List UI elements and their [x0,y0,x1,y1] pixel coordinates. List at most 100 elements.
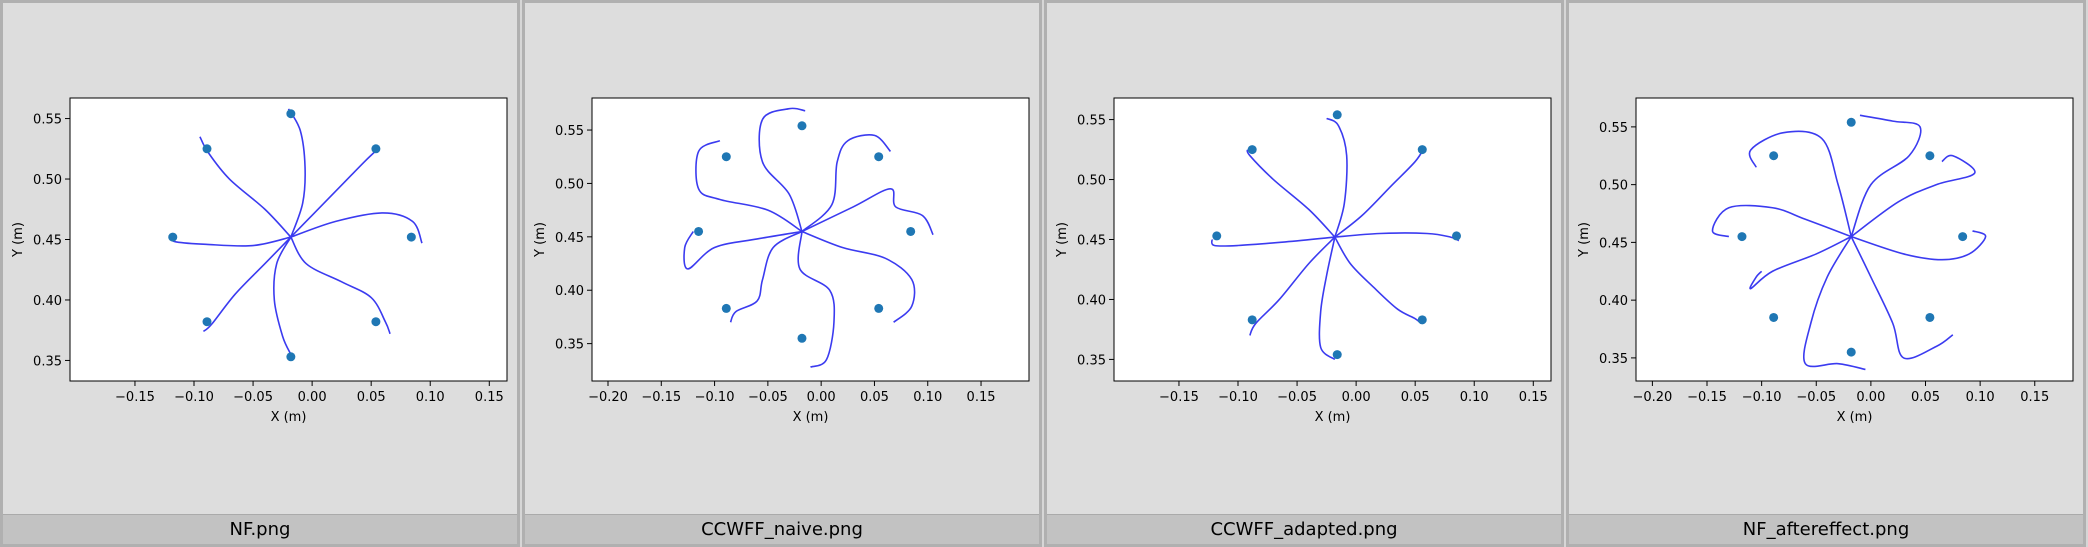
x-tick-label: 0.10 [416,390,445,405]
image-viewer[interactable]: −0.15 −0.10 −0.05 0.00 0.05 0.10 0.15 0.35 0.40 0… [3,3,517,518]
trajectory-line [1748,130,1852,237]
image-caption: CCWFF_adapted.png [1047,514,1561,544]
target-point [1737,232,1747,242]
target-point [202,144,212,154]
trajectory-line [1246,149,1336,238]
target-point [1925,312,1935,322]
image-panel-nf[interactable]: −0.15 −0.10 −0.05 0.00 0.05 0.10 0.15 0.35 0.40 0… [0,0,520,547]
target-point [371,144,381,154]
x-tick-label: 0.00 [1342,390,1371,405]
x-axis-label: X (m) [1315,410,1351,425]
image-panel-nf-aftereffect[interactable]: −0.20 −0.15 −0.10 −0.05 0.00 0.05 0.10 0.15 0.35… [1566,0,2086,547]
target-point [1212,231,1222,241]
trajectory-line [1711,204,1852,238]
y-axis-label: Y (m) [11,222,26,258]
trajectory-line [1249,236,1336,336]
x-tick-label: 0.15 [967,390,996,405]
x-tick-label: 0.15 [1519,390,1548,405]
y-tick-label: 0.50 [555,177,584,192]
target-point [286,352,296,362]
trajectory-line [801,187,934,236]
target-point [1247,315,1257,325]
target-point [371,317,381,327]
y-tick-label: 0.55 [1599,121,1628,136]
y-tick-label: 0.45 [555,231,584,246]
target-point [202,317,212,327]
y-tick-label: 0.50 [1599,179,1628,194]
y-tick-label: 0.45 [1599,236,1628,251]
y-tick-label: 0.35 [1077,353,1106,368]
x-axis-label: X (m) [793,410,829,425]
trajectory-line [1334,236,1422,325]
target-point [874,303,884,313]
image-viewer[interactable]: −0.15 −0.10 −0.05 0.00 0.05 0.10 0.15 0.35 0.40 0… [1047,3,1561,518]
y-tick-label: 0.40 [33,294,62,309]
x-tick-label: 0.05 [357,390,386,405]
y-axis-label: Y (m) [1055,222,1070,258]
trajectory-line [290,147,380,238]
x-tick-label: 0.00 [1856,390,1885,405]
image-panel-ccwff-adapted[interactable]: −0.15 −0.10 −0.05 0.00 0.05 0.10 0.15 0.35 0.40 0… [1044,0,1564,547]
target-point [721,152,731,162]
target-point [1958,232,1968,242]
y-tick-label: 0.45 [33,234,62,249]
x-tick-label: −0.05 [1796,390,1836,405]
trajectory-line [290,212,423,244]
plot-area [591,97,1030,382]
target-point [1332,350,1342,360]
x-tick-label: −0.05 [1277,390,1317,405]
target-point [1925,151,1935,161]
trajectory-chart: −0.20 −0.15 −0.10 −0.05 0.00 0.05 0.10 0.15 0.35… [1577,97,2074,425]
x-tick-label: 0.05 [860,390,889,405]
target-point [1769,151,1779,161]
x-tick-label: 0.05 [1401,390,1430,405]
trajectory-line [202,236,292,333]
x-tick-label: 0.15 [2020,390,2049,405]
trajectory-line [729,230,803,323]
x-axis-label: X (m) [271,410,307,425]
y-axis-label: Y (m) [1577,222,1592,258]
target-point [874,152,884,162]
target-point [1332,110,1342,120]
image-caption: NF.png [3,514,517,544]
x-tick-label: 0.15 [475,390,504,405]
target-point [1417,315,1427,325]
target-point [721,303,731,313]
x-axis-label: X (m) [1837,410,1873,425]
image-viewer[interactable]: −0.20 −0.15 −0.10 −0.05 0.00 0.05 0.10 0.15 0.35… [1569,3,2083,518]
trajectory-line [801,134,892,233]
plot-area [1635,97,2074,382]
x-tick-label: −0.15 [1159,390,1199,405]
x-tick-label: −0.20 [588,390,628,405]
trajectory-line [1210,236,1335,247]
x-tick-label: 0.10 [1966,390,1995,405]
y-tick-label: 0.55 [33,113,62,128]
y-tick-label: 0.45 [1077,234,1106,249]
trajectory-line [290,236,391,335]
image-viewer[interactable]: −0.20 −0.15 −0.10 −0.05 0.00 0.05 0.10 0.15 0.35… [525,3,1039,518]
image-panel-ccwff-naive[interactable]: −0.20 −0.15 −0.10 −0.05 0.00 0.05 0.10 0.15 0.35… [522,0,1042,547]
x-tick-label: −0.10 [1742,390,1782,405]
trajectory-chart: −0.20 −0.15 −0.10 −0.05 0.00 0.05 0.10 0.15 0.35… [533,97,1030,425]
target-point [286,109,296,119]
y-tick-label: 0.35 [33,354,62,369]
image-caption: CCWFF_naive.png [525,514,1039,544]
trajectory-line [1802,236,1866,371]
y-tick-label: 0.55 [1077,114,1106,129]
x-tick-label: 0.00 [298,390,327,405]
target-point [1247,145,1257,155]
y-tick-label: 0.40 [555,284,584,299]
target-point [797,121,807,131]
y-tick-label: 0.55 [555,124,584,139]
y-tick-label: 0.35 [1599,352,1628,367]
y-axis-label: Y (m) [533,222,548,258]
y-tick-label: 0.50 [33,173,62,188]
x-tick-label: 0.10 [1460,390,1489,405]
y-tick-label: 0.50 [1077,174,1106,189]
x-tick-label: −0.10 [695,390,735,405]
x-tick-label: −0.05 [748,390,788,405]
trajectory-line [1749,235,1852,290]
target-point [906,226,916,236]
x-tick-label: −0.15 [115,390,155,405]
trajectory-line [1318,236,1336,361]
